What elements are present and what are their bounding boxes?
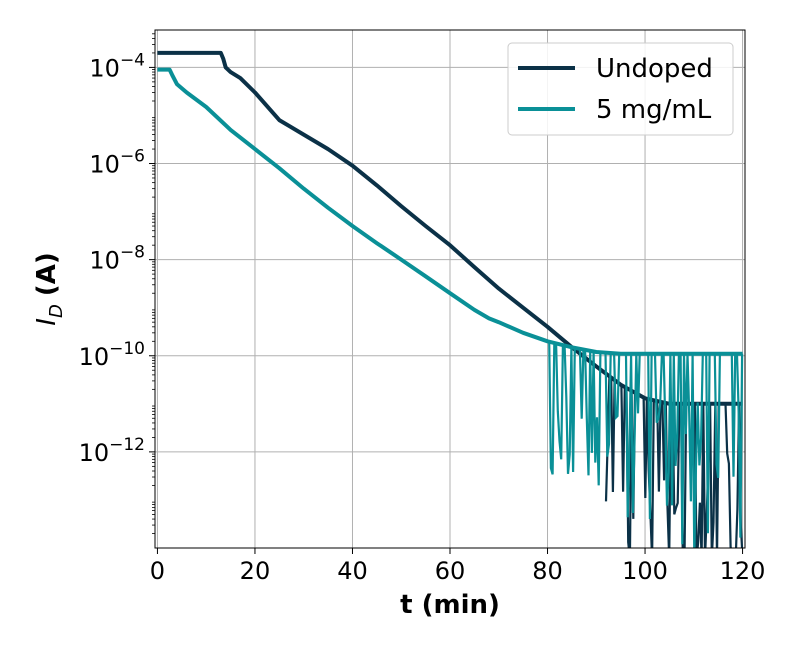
x-tick-label: 20 <box>240 557 271 585</box>
y-tick-label: 10−6 <box>89 147 145 179</box>
legend-label-undoped: Undoped <box>596 54 713 84</box>
y-axis-label: ID (A) <box>32 252 67 325</box>
y-axis-label-subscript: D <box>46 304 67 318</box>
x-tick-label: 80 <box>532 557 563 585</box>
y-tick-label: 10−4 <box>89 50 145 82</box>
x-tick-label: 120 <box>720 557 766 585</box>
series-line <box>157 67 743 356</box>
x-tick-label: 40 <box>337 557 368 585</box>
series-5mg-ml <box>157 67 744 548</box>
y-axis-label-symbol: I <box>32 318 62 326</box>
svg-text:ID(A): ID (A) <box>32 252 67 325</box>
x-axis: 0 20 40 60 80 100 120 <box>150 548 766 585</box>
y-axis-label-unit: (A) <box>32 252 62 296</box>
legend-label-5mg: 5 mg/mL <box>596 95 712 125</box>
x-tick-label: 100 <box>622 557 668 585</box>
series-noise <box>547 340 744 548</box>
legend: Undoped 5 mg/mL <box>507 42 734 136</box>
y-tick-label: 10−10 <box>79 339 145 371</box>
x-tick-label: 0 <box>150 557 165 585</box>
x-tick-label: 60 <box>435 557 466 585</box>
y-tick-label: 10−8 <box>89 243 145 275</box>
y-axis: 10−12 10−10 10−8 10−6 10−4 <box>79 33 155 534</box>
x-axis-label: t (min) <box>400 590 500 620</box>
y-tick-label: 10−12 <box>79 435 145 467</box>
